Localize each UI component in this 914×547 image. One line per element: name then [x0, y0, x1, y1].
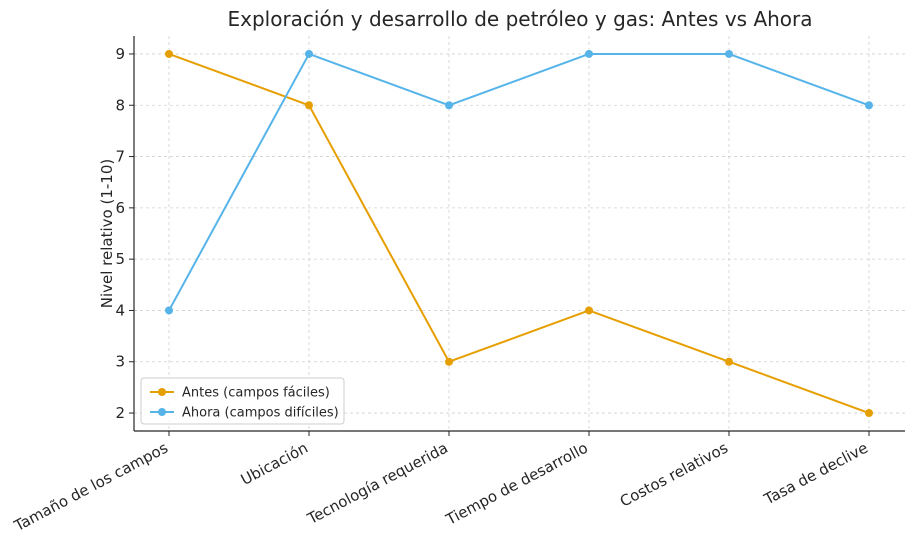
- legend-label: Antes (campos fáciles): [182, 386, 330, 401]
- data-point: [725, 357, 733, 366]
- series-2: [165, 49, 873, 315]
- series-line: [168, 53, 870, 414]
- legend-item: Antes (campos fáciles): [150, 386, 330, 401]
- legend-swatch-marker: [158, 408, 166, 416]
- data-point: [445, 357, 453, 366]
- legend: Antes (campos fáciles) Ahora (campos difí…: [140, 377, 345, 425]
- data-point: [305, 49, 313, 58]
- axes: 2 3 4 5 6 7 8 9 Tamaño de los campos UbicaciónTec…: [10, 36, 905, 535]
- x-tick-label: Costos relativos: [617, 439, 731, 511]
- y-tick-label: 3: [115, 353, 125, 371]
- data-point: [585, 306, 593, 315]
- y-tick-label: 5: [115, 250, 125, 268]
- y-tick-label: 7: [115, 148, 125, 166]
- data-point: [865, 409, 873, 418]
- x-tick-label: Tasa de declive: [760, 439, 871, 509]
- series: [165, 49, 873, 418]
- data-point: [585, 49, 593, 58]
- y-tick-label: 8: [115, 96, 125, 114]
- y-tick-label: 4: [115, 301, 125, 319]
- data-point: [445, 101, 453, 110]
- y-tick-label: 2: [115, 404, 125, 422]
- data-point: [865, 101, 873, 110]
- y-tick-label: 6: [115, 199, 125, 217]
- data-point: [165, 306, 173, 315]
- y-axis-label: Nivel relativo (1-10): [98, 159, 116, 308]
- x-tick-label: Ubicación: [238, 439, 311, 489]
- legend-swatch-marker: [158, 388, 166, 396]
- chart-title: Exploración y desarrollo de petróleo y g…: [227, 7, 812, 31]
- data-point: [305, 101, 313, 110]
- y-tick-label: 9: [115, 45, 125, 63]
- legend-label: Ahora (campos difíciles): [182, 406, 339, 421]
- data-point: [165, 49, 173, 58]
- legend-item: Ahora (campos difíciles): [150, 406, 339, 421]
- x-tick-label: Tiempo de desarrollo: [442, 439, 591, 529]
- x-tick-label: Tecnología requerida: [304, 439, 451, 529]
- grid: [134, 36, 905, 431]
- data-point: [725, 49, 733, 58]
- series-line: [168, 52, 870, 311]
- x-tick-label: Tamaño de los campos: [10, 439, 171, 536]
- legend-box: [140, 377, 345, 425]
